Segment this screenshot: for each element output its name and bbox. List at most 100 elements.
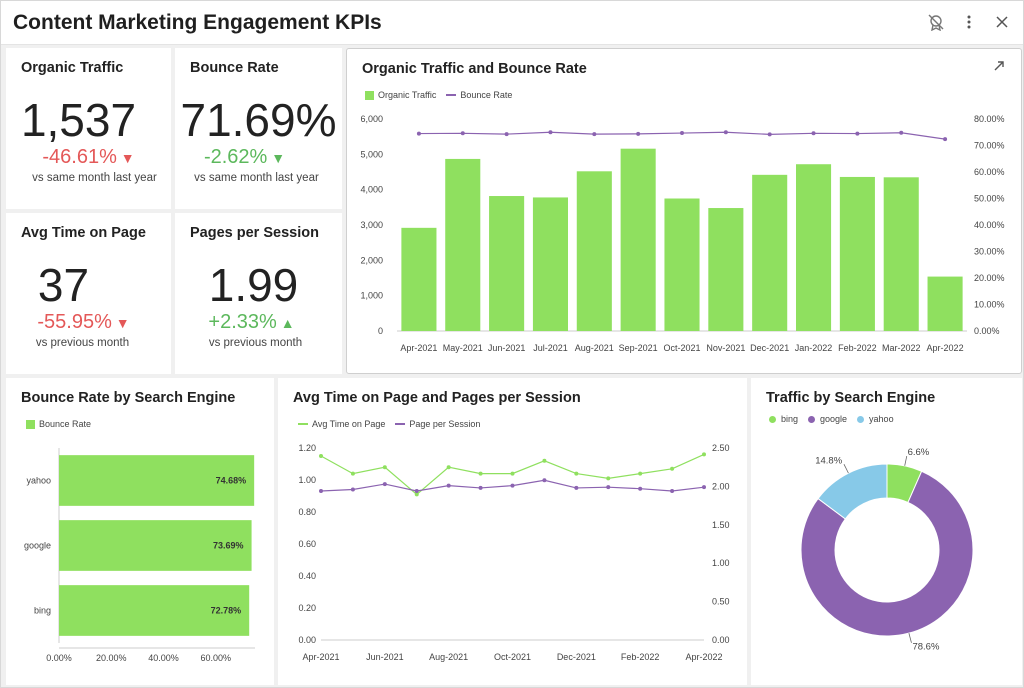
y2-tick-label: 0.00%: [974, 326, 1000, 336]
y2-tick-label: 1.50: [712, 520, 730, 530]
y-tick-label: 2,000: [360, 255, 383, 265]
x-tick-label: Sep-2021: [619, 343, 658, 353]
traffic-bounce-plot: 0 1,000 2,000 3,000 4,000 5,000 6,000 0.00% 10.0…: [360, 114, 1005, 353]
legend-label: Avg Time on Page: [312, 419, 386, 429]
x-tick-label: Oct-2021: [663, 343, 700, 353]
line-point: [382, 465, 387, 470]
x-tick-label: 40.00%: [148, 653, 179, 663]
chart-title: Organic Traffic and Bounce Rate: [362, 61, 587, 77]
x-tick-label: Feb-2022: [838, 343, 877, 353]
bar: [489, 196, 525, 331]
close-icon[interactable]: [992, 13, 1012, 33]
kpi-change: +2.33% ▲: [208, 311, 295, 333]
chart-card-time-pages[interactable]: Avg Time on Page and Pages per Session A…: [278, 378, 747, 685]
legend-label: bing: [781, 414, 799, 424]
y2-tick-label: 80.00%: [974, 114, 1005, 124]
legend-line-icon: [395, 423, 406, 425]
legend-item[interactable]: Avg Time on Page: [298, 419, 385, 429]
more-vertical-icon[interactable]: [959, 13, 979, 33]
bar: [927, 276, 963, 331]
legend-label: yahoo: [869, 414, 894, 424]
triangle-down-icon: ▼: [267, 150, 286, 166]
line-point: [636, 131, 641, 136]
line-point: [702, 485, 706, 490]
kpi-card-bounce-rate[interactable]: Bounce Rate 71.69% -2.62% ▼ vs same mont…: [175, 48, 342, 209]
kpi-card-avg-time[interactable]: Avg Time on Page 37 -55.95% ▼ vs previou…: [6, 213, 171, 374]
line-point: [943, 137, 948, 142]
chart-legend: Organic Traffic Bounce Rate: [365, 90, 522, 100]
bar: [620, 148, 656, 331]
kpi-title: Organic Traffic: [21, 60, 124, 76]
y-tick-label: 1,000: [360, 291, 383, 301]
line-point: [510, 483, 515, 488]
chart-legend: Bounce Rate: [26, 419, 101, 429]
expand-icon[interactable]: [992, 59, 1006, 73]
legend-item[interactable]: Page per Session: [395, 419, 480, 429]
badge-icon[interactable]: [926, 13, 946, 33]
bar-data-label: 73.69%: [213, 541, 244, 551]
x-tick-label: Mar-2022: [882, 343, 921, 353]
label-leader-line: [904, 455, 908, 466]
line-point: [350, 471, 355, 476]
y-tick-label: 4,000: [360, 185, 383, 195]
y2-tick-label: 1.00: [712, 558, 730, 568]
y2-tick-label: 50.00%: [974, 194, 1005, 204]
legend-item[interactable]: Bounce Rate: [26, 419, 91, 429]
triangle-down-icon: ▼: [111, 315, 130, 331]
legend-item[interactable]: google: [808, 414, 847, 424]
chart-card-traffic-engine[interactable]: Traffic by Search Engine bing google yah…: [751, 378, 1022, 685]
y2-tick-label: 2.50: [712, 443, 730, 453]
chart-legend: bing google yahoo: [769, 414, 904, 424]
line-point: [414, 492, 419, 497]
y2-tick-label: 0.50: [712, 597, 730, 607]
line-point: [702, 452, 706, 457]
chart-legend: Avg Time on Page Page per Session: [298, 419, 490, 429]
slice-data-label: 6.6%: [908, 447, 930, 458]
y-tick-label: 0.20: [298, 603, 316, 613]
dashboard-title: Content Marketing Engagement KPIs: [13, 11, 382, 34]
line-point: [350, 487, 355, 492]
x-tick-label: Oct-2021: [494, 652, 531, 662]
line-point: [574, 485, 579, 490]
line-point: [899, 130, 904, 135]
x-tick-label: Apr-2022: [927, 343, 964, 353]
legend-dot-icon: [857, 415, 865, 423]
line-point: [592, 132, 597, 137]
line-point: [606, 476, 611, 481]
kpi-value: 71.69%: [180, 94, 337, 146]
triangle-down-icon: ▼: [116, 150, 135, 166]
chart-card-traffic-bounce[interactable]: Organic Traffic and Bounce Rate Organic …: [346, 48, 1022, 374]
bar: [752, 174, 788, 331]
kpi-card-organic-traffic[interactable]: Organic Traffic 1,537 -46.61% ▼ vs same …: [6, 48, 171, 209]
y-tick-label: 0.00: [298, 635, 316, 645]
chart-card-bounce-engine[interactable]: Bounce Rate by Search Engine Bounce Rate…: [6, 378, 274, 685]
y-tick-label: 6,000: [360, 114, 383, 124]
line-point: [606, 485, 611, 490]
traffic-engine-plot: 6.6% 78.6% 14.8%: [800, 447, 974, 653]
kpi-subtitle: vs previous month: [208, 337, 303, 349]
legend-label: Bounce Rate: [39, 419, 92, 429]
kpi-subtitle: vs same month last year: [32, 172, 157, 184]
y2-tick-label: 10.00%: [974, 300, 1005, 310]
legend-item[interactable]: bing: [769, 414, 798, 424]
line-point: [638, 486, 643, 491]
legend-dot-icon: [808, 415, 816, 423]
slice-data-label: 78.6%: [912, 642, 939, 653]
label-leader-line: [843, 464, 849, 474]
kpi-card-pages-per-session[interactable]: Pages per Session 1.99 +2.33% ▲ vs previ…: [175, 213, 342, 374]
line-point: [548, 130, 553, 135]
legend-item[interactable]: yahoo: [857, 414, 894, 424]
legend-label: Organic Traffic: [378, 90, 437, 100]
line-point: [723, 130, 728, 135]
legend-item[interactable]: Bounce Rate: [446, 90, 512, 100]
bar: [532, 197, 568, 331]
x-tick-label: Jan-2022: [795, 343, 833, 353]
bar: [445, 158, 481, 331]
legend-item[interactable]: Organic Traffic: [365, 90, 436, 100]
chart-title: Traffic by Search Engine: [766, 390, 936, 406]
y-tick-label: 5,000: [360, 149, 383, 159]
line-point: [478, 485, 483, 490]
bar: [883, 177, 919, 331]
line-point: [811, 131, 816, 136]
